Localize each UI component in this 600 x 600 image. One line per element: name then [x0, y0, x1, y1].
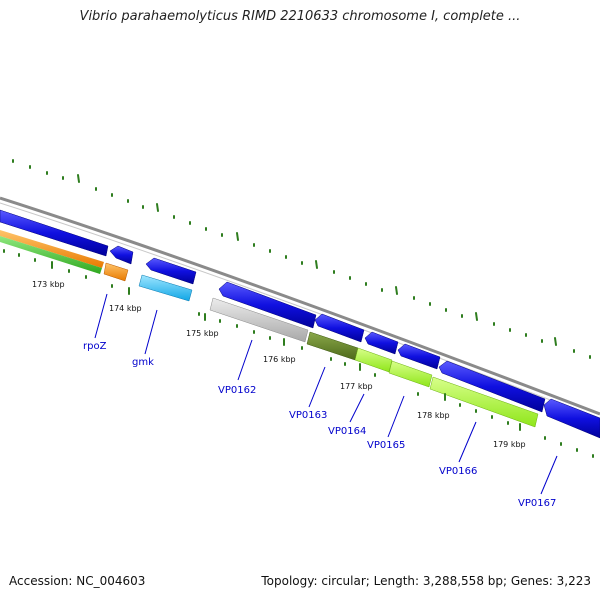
gene-label-VP0162[interactable]: VP0162: [218, 385, 256, 396]
cds-VP0162[interactable]: [218, 281, 317, 329]
gene-label-VP0166[interactable]: VP0166: [439, 466, 477, 477]
scale-label: 179 kbp: [493, 440, 526, 449]
gene-label-VP0165[interactable]: VP0165: [367, 440, 405, 451]
feature-track[interactable]: [0, 209, 600, 439]
scale-label: 177 kbp: [340, 382, 373, 391]
cds-VP0163[interactable]: [314, 313, 365, 343]
leader-lines: [94, 293, 558, 495]
rna-VP0165[interactable]: [388, 360, 433, 388]
outer-tick-ring: [12, 159, 591, 359]
genome-summary-text: Topology: circular; Length: 3,288,558 bp…: [261, 574, 591, 588]
rna-VP0166[interactable]: [429, 376, 539, 428]
rna-rpoZ[interactable]: [103, 262, 129, 282]
gene-labels: rpoZ gmk VP0162 VP0163 VP0164 VP0165 VP0…: [83, 341, 556, 509]
cds-feature-left[interactable]: [0, 209, 109, 257]
cds-rpoZ[interactable]: [109, 245, 134, 265]
rna-gmk[interactable]: [138, 274, 193, 302]
gene-label-VP0167[interactable]: VP0167: [518, 498, 556, 509]
scale-labels: 173 kbp 174 kbp 175 kbp 176 kbp 177 kbp …: [32, 280, 526, 449]
gene-label-VP0164[interactable]: VP0164: [328, 426, 366, 437]
footer: Accession: NC_004603 Topology: circular;…: [0, 574, 600, 592]
genome-backbone-inner: [0, 202, 600, 420]
gene-label-gmk[interactable]: gmk: [132, 357, 154, 368]
cds-gmk[interactable]: [145, 257, 197, 285]
scale-label: 176 kbp: [263, 355, 296, 364]
cds-VP0164[interactable]: [364, 331, 399, 355]
gene-label-VP0163[interactable]: VP0163: [289, 410, 327, 421]
rna-VP0162[interactable]: [209, 297, 309, 343]
scale-label: 174 kbp: [109, 304, 142, 313]
orange-feature[interactable]: [0, 230, 104, 268]
inner-tick-ring: [3, 249, 594, 458]
map-title: Vibrio parahaemolyticus RIMD 2210633 chr…: [79, 9, 521, 24]
cds-VP0167[interactable]: [543, 398, 600, 439]
genome-backbone: [0, 196, 600, 416]
scale-label: 175 kbp: [186, 329, 219, 338]
cds-VP0166[interactable]: [438, 360, 546, 413]
accession-text: Accession: NC_004603: [9, 574, 146, 588]
cds-VP0165[interactable]: [397, 343, 441, 370]
scale-label: 173 kbp: [32, 280, 65, 289]
scale-label: 178 kbp: [417, 411, 450, 420]
gene-label-rpoZ[interactable]: rpoZ: [83, 341, 107, 352]
green-feature[interactable]: [0, 236, 102, 274]
